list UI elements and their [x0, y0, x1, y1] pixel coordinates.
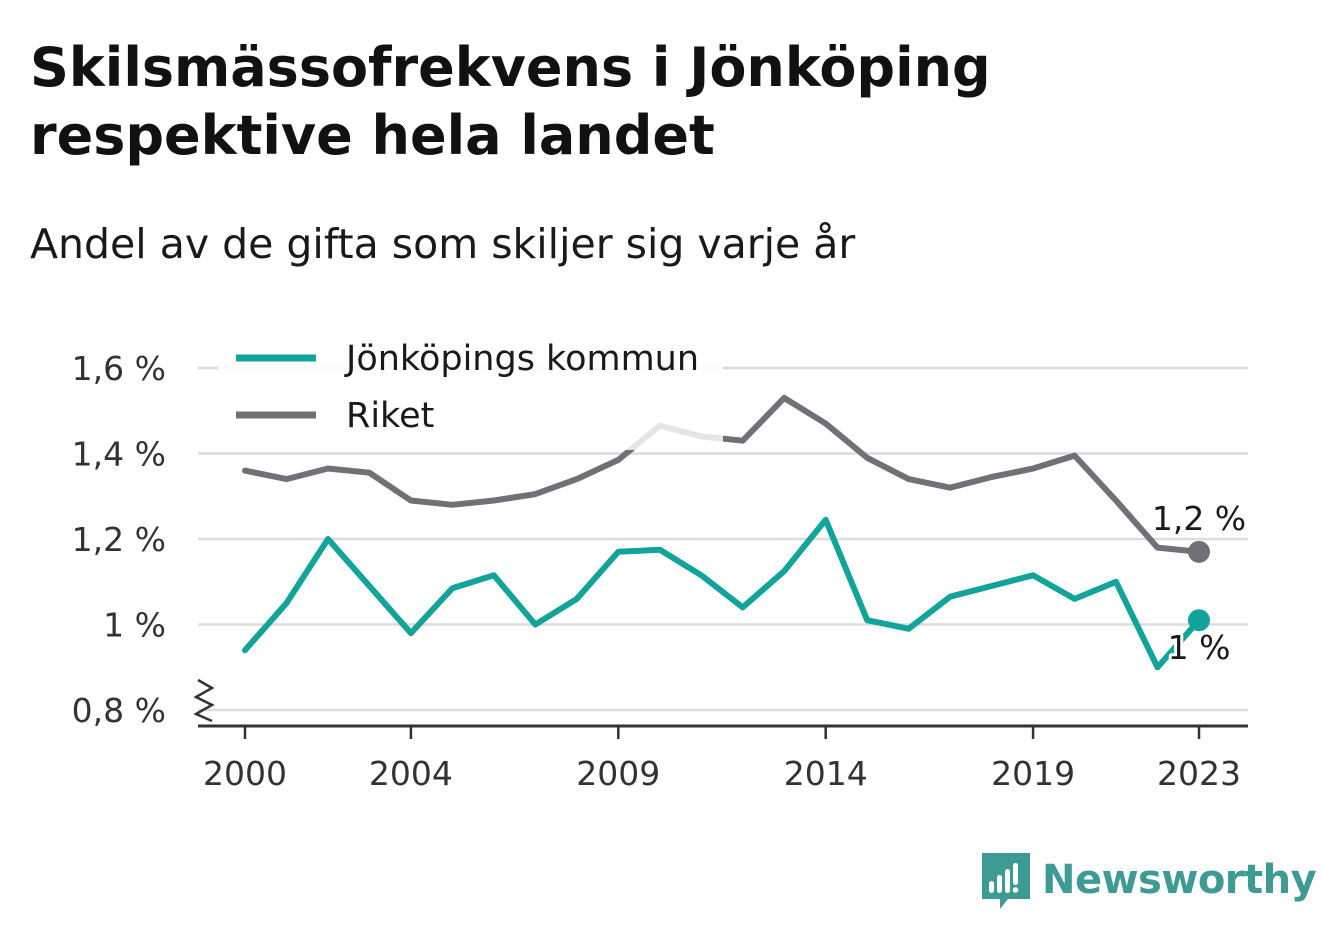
series-end-label: 1 %	[1168, 628, 1231, 667]
newsworthy-logo-icon	[982, 853, 1030, 909]
y-tick-label: 1,4 %	[72, 435, 166, 474]
y-tick-label: 1,6 %	[72, 349, 166, 388]
chart-subtitle: Andel av de gifta som skiljer sig varje …	[30, 220, 856, 268]
x-tick-label: 2004	[369, 754, 453, 793]
brand-logo: Newsworthy	[980, 850, 1317, 910]
brand-name: Newsworthy	[1042, 857, 1317, 903]
end-labels: 1 % 1,2 %	[1149, 496, 1249, 670]
series-line	[242, 516, 1202, 671]
legend: Jönköpings kommun Riket	[218, 330, 723, 450]
series-end-label: 1,2 %	[1152, 499, 1246, 538]
y-tick-label: 1 %	[103, 606, 166, 645]
x-tick-label: 2019	[991, 754, 1075, 793]
x-tick-label: 2014	[784, 754, 868, 793]
x-axis	[198, 724, 1248, 739]
x-tick-label: 2023	[1157, 754, 1241, 793]
legend-label: Riket	[346, 396, 434, 436]
x-tick-label: 2000	[203, 754, 287, 793]
y-axis-tick-labels: 0,8 % 1 % 1,2 % 1,4 % 1,6 %	[72, 349, 166, 730]
axis-break-icon	[193, 678, 215, 723]
legend-background	[218, 330, 723, 450]
series-end-point	[1188, 609, 1210, 632]
y-tick-label: 0,8 %	[72, 691, 166, 730]
series-end-point	[1188, 540, 1210, 563]
chart-title: Skilsmässofrekvens i Jönköping respektiv…	[30, 36, 991, 167]
legend-label: Jönköpings kommun	[344, 339, 699, 379]
x-axis-tick-labels: 2000 2004 2009 2014 2019 2023	[203, 754, 1241, 793]
x-tick-label: 2009	[576, 754, 660, 793]
y-tick-label: 1,2 %	[72, 520, 166, 559]
axis-break-zigzag	[193, 678, 215, 723]
